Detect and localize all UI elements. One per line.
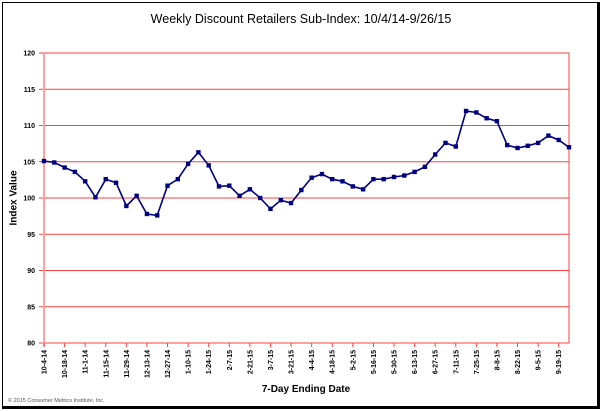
- series-line: [43, 110, 570, 217]
- data-point-marker: [113, 180, 119, 185]
- x-tick-label: 10-18-14: [62, 350, 69, 378]
- data-point-marker: [371, 176, 376, 182]
- data-point-marker: [41, 158, 47, 164]
- y-tick-label: 110: [24, 123, 35, 130]
- data-point-marker: [443, 140, 448, 146]
- x-tick-label: 6-27-15: [433, 350, 440, 374]
- data-point-marker: [474, 110, 479, 115]
- data-point-marker: [494, 118, 500, 124]
- x-tick-label: 7-11-15: [453, 350, 460, 374]
- chart-title: Weekly Discount Retailers Sub-Index: 10/…: [150, 12, 452, 26]
- data-point-marker: [196, 150, 201, 155]
- y-tick-label: 90: [27, 268, 35, 275]
- x-tick-label: 2-21-15: [247, 350, 254, 374]
- x-tick-label: 10-4-14: [42, 350, 49, 374]
- data-point-marker: [505, 142, 510, 148]
- data-point-marker: [525, 143, 531, 148]
- x-tick-label: 3-7-15: [268, 350, 275, 370]
- x-tick-label: 11-29-14: [124, 350, 131, 378]
- data-point-marker: [350, 184, 356, 189]
- y-tick-label: 80: [27, 341, 35, 348]
- x-tick-label: 4-4-15: [309, 350, 316, 370]
- data-point-marker: [257, 195, 263, 201]
- data-point-marker: [288, 200, 294, 206]
- data-point-marker: [62, 165, 67, 170]
- data-point-marker: [556, 137, 561, 143]
- data-point-marker: [546, 133, 551, 138]
- x-tick-label: 7-25-15: [474, 350, 481, 374]
- data-point-marker: [340, 179, 345, 184]
- data-point-marker: [299, 187, 304, 193]
- x-tick-label: 1-10-15: [186, 350, 193, 374]
- data-point-marker: [268, 206, 273, 212]
- x-axis-title: 7-Day Ending Date: [261, 384, 351, 395]
- data-point-marker: [535, 140, 541, 146]
- x-tick-label: 3-21-15: [289, 350, 296, 374]
- y-axis-ticks: 80 85 90 95 100 105 110 115 120: [23, 51, 35, 348]
- data-point-marker: [391, 174, 397, 180]
- x-tick-label: 6-13-15: [412, 350, 419, 374]
- x-tick-label: 1-24-15: [206, 350, 213, 374]
- x-axis-ticks: 10-4-14 10-18-14 11-1-14 11-15-14 11-29-14 12…: [42, 343, 563, 378]
- x-tick-label: 11-15-14: [103, 350, 110, 378]
- data-point-marker: [453, 144, 458, 149]
- y-tick-label: 85: [27, 304, 35, 311]
- x-tick-label: 12-27-14: [165, 350, 172, 378]
- x-tick-label: 8-8-15: [494, 350, 501, 370]
- data-point-marker: [381, 176, 386, 182]
- x-tick-label: 9-5-15: [536, 350, 543, 370]
- data-point-marker: [319, 171, 325, 177]
- data-point-marker: [566, 145, 572, 150]
- y-tick-label: 105: [23, 159, 35, 166]
- data-point-marker: [237, 193, 242, 199]
- data-point-marker: [175, 176, 181, 182]
- data-point-marker: [463, 108, 469, 114]
- data-point-marker: [247, 187, 253, 192]
- x-tick-label: 5-2-15: [350, 350, 357, 370]
- x-tick-label: 8-22-15: [515, 350, 522, 374]
- data-point-marker: [134, 193, 139, 199]
- copyright-footer: © 2015 Consumer Metrics Institute, Inc.: [8, 398, 105, 404]
- data-point-marker: [124, 203, 129, 209]
- data-point-marker: [432, 152, 438, 157]
- data-point-marker: [72, 169, 78, 175]
- y-tick-label: 95: [27, 232, 35, 239]
- data-point-marker: [103, 176, 108, 182]
- data-point-marker: [484, 116, 489, 121]
- x-tick-label: 9-19-15: [556, 350, 563, 374]
- gridlines: [39, 52, 570, 346]
- x-tick-label: 12-13-14: [144, 350, 151, 378]
- y-tick-label: 115: [24, 87, 35, 94]
- data-point-marker: [422, 164, 428, 170]
- x-tick-label: 11-1-14: [83, 350, 90, 374]
- data-point-marker: [82, 179, 88, 184]
- data-point-marker: [155, 213, 160, 218]
- x-tick-label: 2-7-15: [227, 350, 234, 370]
- data-point-marker: [412, 169, 417, 175]
- data-point-marker: [278, 197, 283, 203]
- data-point-marker: [144, 211, 150, 217]
- y-tick-label: 100: [23, 196, 35, 203]
- y-tick-label: 120: [23, 51, 35, 58]
- data-point-marker: [165, 183, 170, 188]
- x-tick-label: 5-16-15: [371, 350, 378, 374]
- data-point-marker: [93, 195, 98, 200]
- data-point-marker: [402, 173, 407, 178]
- x-tick-label: 5-30-15: [392, 350, 399, 374]
- x-tick-label: 4-18-15: [330, 350, 337, 374]
- data-series-line: [41, 108, 572, 218]
- data-point-marker: [227, 183, 232, 188]
- data-point-marker: [360, 187, 366, 192]
- data-point-marker: [185, 161, 191, 167]
- data-point-marker: [52, 160, 57, 165]
- data-point-marker: [309, 175, 314, 180]
- data-point-marker: [206, 163, 211, 168]
- data-point-marker: [216, 184, 222, 189]
- data-point-marker: [515, 145, 520, 151]
- data-point-marker: [330, 176, 335, 182]
